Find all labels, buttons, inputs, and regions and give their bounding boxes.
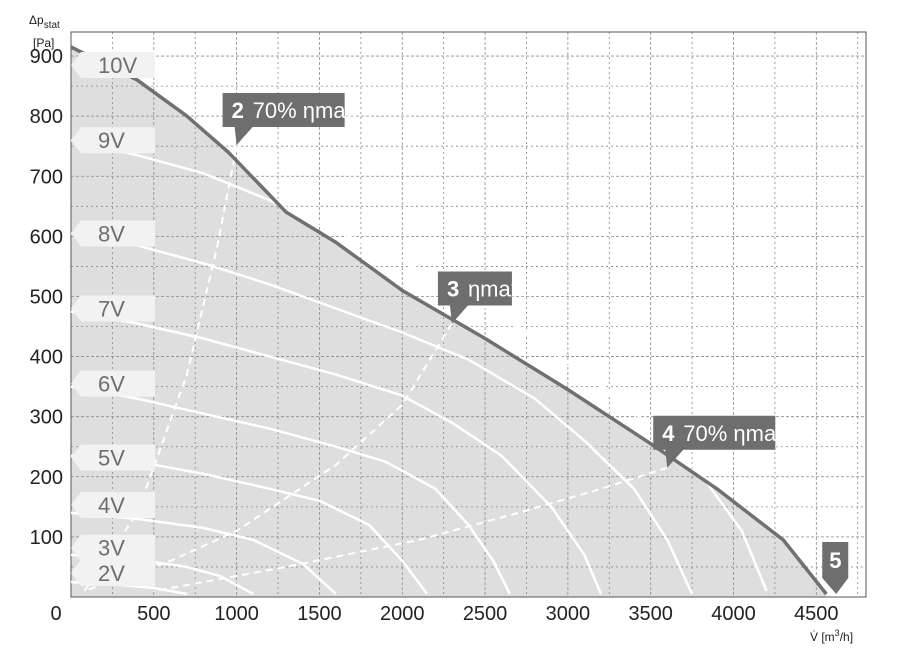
y-axis-unit: [Pa] [33,36,54,50]
svg-text:8V: 8V [98,221,125,246]
y-tick-label: 400 [30,347,63,369]
envelope-line-layer [70,45,828,596]
y-tick-label: 600 [30,226,63,248]
curve-label-9V: 9V [71,127,155,154]
plot-frame [70,31,867,598]
svg-text:3V: 3V [98,536,125,561]
x-tick-label: 3500 [628,603,673,625]
svg-text:2: 2 [232,98,244,123]
y-tick-label: 500 [30,286,63,308]
svg-text:70% ηmax: 70% ηmax [683,421,787,446]
svg-text:10V: 10V [98,53,137,78]
y-tick-label: 700 [30,166,63,188]
curve-7V [70,310,603,595]
y-tick-label: 100 [30,527,63,549]
y-axis-title: Δpstat [29,13,60,31]
x-axis-title: V̇ [m3/h] [810,628,853,644]
callout-3: 3 ηmax [437,271,522,324]
x-tick-label: 2500 [463,603,508,625]
svg-text:9V: 9V [98,128,125,153]
efficiency-line-3 [83,322,453,592]
curve-label-2V: 2V [71,559,155,586]
callout-4: 4 70% ηmax [653,415,787,468]
curve-label-4V: 4V [71,492,155,519]
curve-10V [70,45,828,596]
x-tick-label: 2000 [380,603,425,625]
svg-text:ηmax: ηmax [468,277,522,302]
x-tick-label: 4500 [794,603,839,625]
y-tick-label: 800 [30,106,63,128]
svg-text:5: 5 [829,548,841,573]
y-tick-label: 900 [30,46,63,68]
x-tick-label: 4000 [711,603,756,625]
svg-text:5V: 5V [98,446,125,471]
callout-5: 5 [822,541,849,594]
curve-label-5V: 5V [71,444,155,471]
curve-6V [70,385,512,595]
x-tick-label: 500 [137,603,170,625]
svg-text:4V: 4V [98,493,125,518]
svg-text:4: 4 [662,421,675,446]
x-tick-label: 3000 [546,603,591,625]
x-tick-label: 1500 [297,603,342,625]
y-tick-label: 200 [30,467,63,489]
curve-label-10V: 10V [71,52,155,79]
curve-label-3V: 3V [71,534,155,561]
envelope-fill [71,47,827,597]
x-tick-label: 1000 [214,603,259,625]
svg-text:3: 3 [447,277,459,302]
efficiency-line-4 [153,466,668,592]
x-tick-label: 0 [50,603,61,625]
axis-layer: Δpstat [Pa] V̇ [m3/h] 0 500 1000 1500 2000 25… [29,13,853,644]
envelope-fill-layer [71,47,827,597]
callout-layer: 2 70% ηmax 3 ηmax 4 70% ηmax 5 [222,93,849,594]
callout-2: 2 70% ηmax [222,93,357,145]
curve-label-6V: 6V [71,370,155,397]
svg-text:70% ηmax: 70% ηmax [253,98,357,123]
svg-text:2V: 2V [98,561,125,586]
curve-label-8V: 8V [71,220,155,247]
svg-text:6V: 6V [98,372,125,397]
y-tick-label: 300 [30,407,63,429]
curve-label-7V: 7V [71,295,155,322]
svg-text:7V: 7V [98,296,125,321]
curve-8V [70,232,694,595]
